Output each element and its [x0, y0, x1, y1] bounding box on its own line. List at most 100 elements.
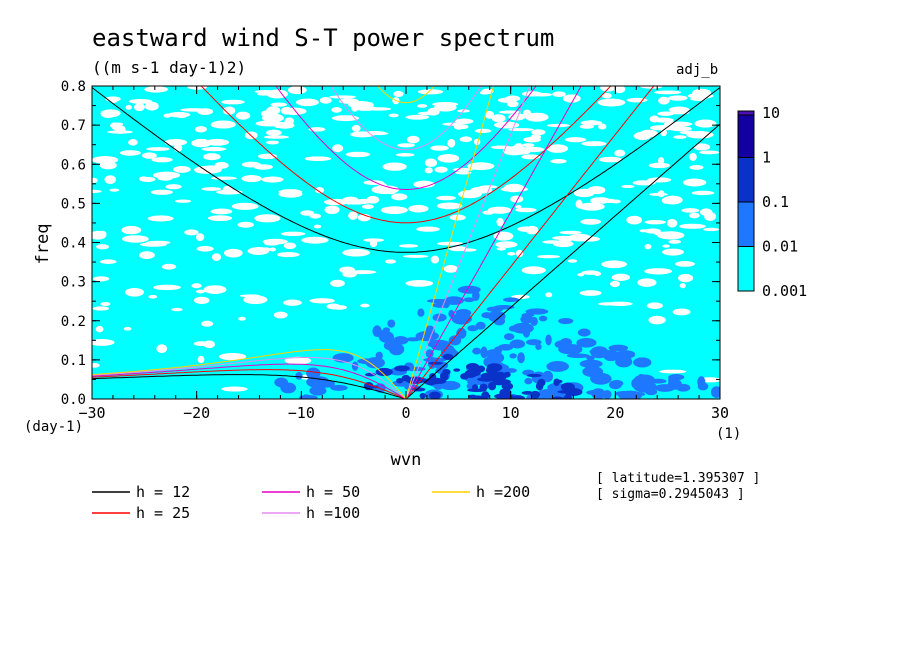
high-power-patch: [429, 391, 441, 399]
x-tick-label: −10: [288, 404, 315, 422]
mid-power-patch: [351, 361, 359, 371]
mid-power-patch: [481, 312, 493, 319]
low-power-patch: [309, 213, 321, 219]
low-power-patch: [283, 299, 302, 306]
mid-power-patch: [509, 339, 526, 349]
low-power-patch: [546, 123, 571, 128]
mid-power-patch: [503, 333, 515, 341]
low-power-patch: [330, 279, 345, 287]
low-power-patch: [613, 86, 626, 94]
high-power-patch: [477, 376, 497, 382]
low-power-patch: [525, 112, 549, 122]
mid-power-patch: [668, 374, 685, 381]
low-power-patch: [579, 290, 602, 296]
mid-power-patch: [457, 285, 481, 294]
low-power-patch: [207, 215, 233, 222]
legend-label: h =200: [476, 483, 530, 501]
legend-label: h = 50: [306, 483, 360, 501]
colorbar-label: 0.1: [762, 193, 789, 211]
low-power-patch: [604, 198, 616, 204]
low-power-patch: [324, 205, 340, 215]
low-power-patch: [241, 161, 261, 168]
high-power-patch: [428, 361, 443, 365]
x-tick-label: 20: [606, 404, 624, 422]
low-power-patch: [598, 302, 619, 306]
gravity-wave-curve: [92, 87, 720, 253]
low-power-patch: [223, 248, 243, 258]
high-power-patch: [553, 379, 563, 384]
low-power-patch: [704, 211, 717, 221]
low-power-patch: [672, 308, 691, 316]
colorbar-label: 10: [762, 104, 780, 122]
low-power-patch: [243, 295, 268, 305]
colorbar-segment: [737, 201, 755, 247]
low-power-patch: [536, 254, 561, 259]
low-power-patch: [348, 211, 358, 220]
low-power-patch: [417, 89, 444, 95]
y-tick-label: 0.3: [61, 275, 86, 291]
low-power-patch: [133, 103, 145, 112]
high-power-patch: [492, 371, 508, 381]
low-power-patch: [361, 204, 374, 209]
x-axis: −30 −20 −10 0 10 20 30: [78, 86, 729, 422]
mid-power-patch: [378, 331, 394, 343]
low-power-patch: [393, 90, 404, 98]
low-power-patch: [662, 244, 670, 248]
low-power-patch: [319, 96, 332, 104]
low-power-patch: [395, 152, 415, 157]
low-power-patch: [100, 109, 121, 118]
high-power-patch: [453, 368, 461, 372]
low-power-patch: [558, 239, 572, 243]
low-power-patch: [621, 184, 635, 189]
low-power-patch: [559, 230, 582, 235]
mid-power-patch: [387, 319, 396, 328]
low-power-patch: [674, 260, 695, 267]
low-power-patch: [521, 266, 546, 275]
x-tick-label: −20: [183, 404, 210, 422]
low-power-patch: [646, 302, 663, 309]
low-power-patch: [342, 248, 371, 257]
mid-power-patch: [463, 297, 475, 303]
low-power-patch: [397, 143, 416, 148]
low-power-patch: [153, 284, 181, 291]
low-power-patch: [144, 86, 168, 93]
colorbar-segment: [737, 157, 755, 203]
low-power-patch: [662, 248, 684, 256]
low-power-patch: [698, 150, 720, 155]
low-power-patch: [416, 104, 428, 108]
low-power-patch: [455, 170, 472, 175]
low-power-patch: [144, 101, 159, 111]
low-power-patch: [436, 195, 456, 201]
low-power-patch: [458, 190, 482, 199]
low-power-patch: [678, 273, 694, 283]
low-power-patch: [482, 210, 495, 215]
mid-power-patch: [467, 325, 479, 332]
low-power-patch: [590, 197, 611, 204]
low-power-patch: [648, 192, 668, 196]
low-power-patch: [637, 278, 657, 287]
low-power-patch: [164, 138, 188, 146]
low-power-patch: [564, 137, 587, 143]
colorbar-segment: [737, 112, 755, 158]
low-power-patch: [496, 217, 504, 227]
mid-power-patch: [274, 377, 289, 388]
low-power-patch: [436, 241, 464, 246]
mid-power-patch: [631, 378, 639, 389]
low-power-patch: [278, 190, 303, 198]
mid-power-patch: [615, 391, 632, 397]
low-power-patch: [654, 90, 682, 95]
low-power-patch: [342, 196, 359, 204]
x-tick-label: −30: [78, 404, 105, 422]
low-power-patch: [300, 210, 315, 216]
low-power-patch: [109, 188, 120, 192]
mid-power-patch: [676, 383, 691, 392]
x-unit-label: (1): [716, 426, 741, 442]
low-power-patch: [510, 195, 524, 203]
low-power-patch: [196, 245, 214, 252]
low-power-patch: [238, 316, 246, 321]
low-power-patch: [430, 145, 449, 151]
kelvin-wave-curve: [405, 86, 495, 399]
low-power-patch: [673, 135, 687, 139]
low-power-patch: [495, 241, 518, 248]
low-power-patch: [443, 265, 458, 273]
